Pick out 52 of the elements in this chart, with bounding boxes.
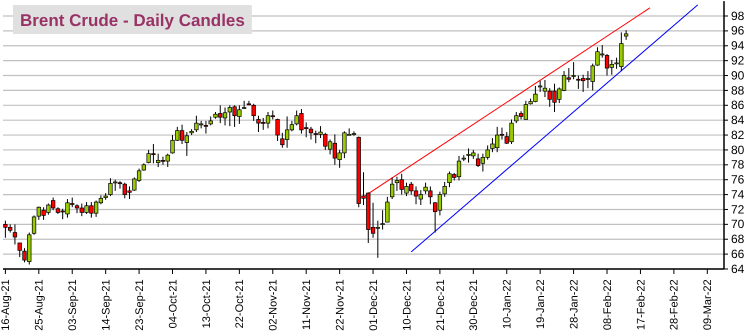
x-tick-label: 25-Aug-21	[34, 279, 46, 331]
x-tick-label: 10-Jan-22	[502, 279, 514, 329]
x-tick-label: 30-Dec-21	[468, 279, 480, 331]
y-tick-label: 66	[731, 246, 745, 261]
y-tick-label: 70	[731, 217, 745, 232]
candlestick	[442, 181, 447, 198]
candlestick	[12, 224, 18, 245]
y-tick-label: 84	[731, 113, 745, 128]
y-tick-label: 86	[731, 98, 745, 112]
text: Brent Crude - Daily Candles	[20, 11, 245, 30]
candlestick	[18, 242, 22, 258]
y-tick-label: 68	[731, 232, 745, 246]
x-tick-label: 13-Oct-21	[200, 279, 213, 328]
x-tick-label: 08-Feb-22	[602, 279, 614, 330]
y-tick-label: 98	[731, 8, 745, 23]
candlestick	[624, 30, 628, 40]
y-tick-label: 64	[731, 262, 745, 276]
candlestick	[538, 80, 542, 92]
x-tick-label: 09-Mar-22	[702, 279, 714, 330]
x-tick-label: 19-Jan-22	[535, 279, 548, 329]
x-tick-label: 03-Sep-21	[67, 279, 80, 331]
x-tick-label: 01-Dec-21	[368, 279, 380, 331]
x-tick-label: 28-Feb-22	[668, 279, 681, 330]
x-tick-label: 14-Sep-21	[100, 279, 113, 331]
x-tick-label: 22-Nov-21	[334, 279, 346, 331]
y-tick-label: 82	[731, 128, 745, 142]
y-tick-label: 88	[731, 83, 745, 98]
y-tick-label: 72	[731, 202, 745, 216]
y-tick-label: 76	[731, 172, 745, 187]
y-tick-label: 92	[731, 53, 745, 68]
x-tick-label: 02-Nov-21	[268, 279, 280, 331]
candlestick	[252, 103, 256, 122]
y-tick-label: 78	[731, 158, 745, 172]
x-tick-label: 23-Sep-21	[134, 279, 146, 331]
candlestick	[571, 62, 576, 80]
y-tick-label: 74	[731, 187, 745, 202]
y-tick-label: 90	[731, 68, 745, 82]
x-tick-label: 10-Dec-21	[401, 279, 414, 331]
x-tick-label: 16-Aug-21	[0, 279, 12, 331]
x-tick-label: 17-Feb-22	[635, 279, 648, 330]
y-tick-label: 80	[731, 142, 745, 157]
y-tick-label: 94	[731, 38, 745, 53]
candlestick	[390, 176, 394, 200]
x-tick-label: 22-Oct-21	[234, 279, 246, 328]
candlestick	[385, 196, 390, 223]
x-tick-label: 04-Oct-21	[167, 279, 180, 328]
x-tick-label: 21-Dec-21	[434, 279, 447, 331]
x-tick-label: 28-Jan-22	[568, 279, 580, 329]
candlestick	[32, 214, 36, 236]
candlestick	[275, 118, 280, 142]
y-tick-label: 96	[731, 24, 745, 38]
x-tick-label: 11-Nov-21	[301, 279, 314, 330]
